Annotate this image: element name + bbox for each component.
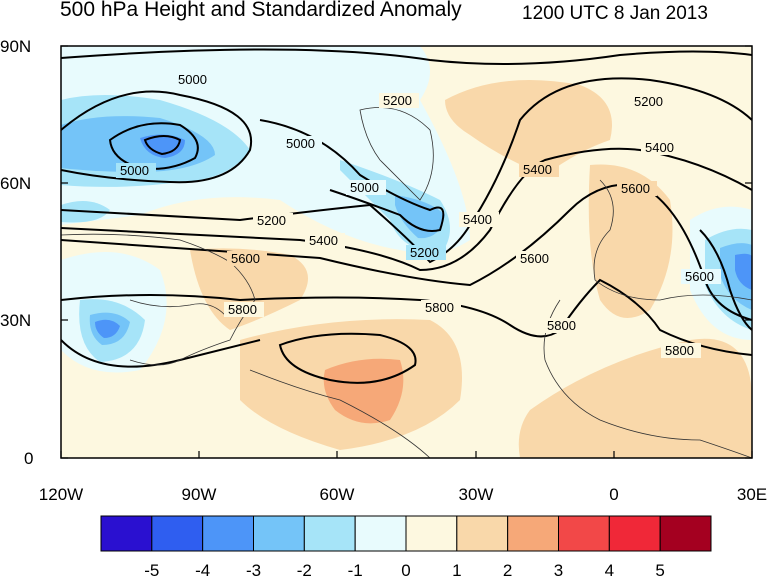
colorbar-box <box>354 515 407 552</box>
colorbar-box <box>456 515 509 552</box>
colorbar-box <box>100 515 153 552</box>
colorbar-label: -4 <box>195 561 210 577</box>
contour-label: 5600 <box>231 251 260 266</box>
contour-label: 5800 <box>547 318 576 333</box>
contour-label: 5200 <box>257 213 286 228</box>
colorbar-label: -5 <box>144 561 159 577</box>
lon-label-30e: 30E <box>737 485 767 504</box>
contour-labels: 5000 5000 5000 5000 5200 5200 5200 5200 … <box>116 72 721 358</box>
colorbar-label: -3 <box>246 561 261 577</box>
contour-5000-trough <box>259 119 445 232</box>
contour-label: 5800 <box>425 300 454 315</box>
lat-label-0: 0 <box>24 449 33 468</box>
contour-label: 5000 <box>178 72 207 87</box>
anomaly-pos2-eastcoast <box>190 248 308 330</box>
contour-5880-closed <box>278 332 417 384</box>
contour-5200 <box>61 77 752 264</box>
contour-label: 5800 <box>665 343 694 358</box>
anomaly-neg4-hudson <box>140 134 185 158</box>
colorbar-box <box>507 515 560 552</box>
colorbar-label: -1 <box>348 561 363 577</box>
coast-africa <box>543 299 752 458</box>
anomaly-pos3-core <box>323 358 404 424</box>
contour-5000-low <box>61 90 253 184</box>
contour-label: 5600 <box>520 251 549 266</box>
contour-5200-arc <box>61 48 752 65</box>
colorbar-label: 2 <box>503 561 512 577</box>
colorbar-box <box>202 515 254 552</box>
anomaly-neg4-mexico <box>95 319 120 338</box>
contour-label: 5600 <box>621 181 650 196</box>
lon-label-0: 0 <box>609 485 618 504</box>
colorbar-box <box>608 515 661 552</box>
contour-label: 5600 <box>685 269 714 284</box>
contour-5000-inner <box>108 122 199 170</box>
colorbar-box <box>659 515 712 552</box>
colorbar-label: 0 <box>401 561 410 577</box>
anomaly-neg3-labrador <box>395 195 445 239</box>
valid-time: 1200 UTC 8 Jan 2013 <box>522 3 708 24</box>
contour-4800-core <box>143 135 182 156</box>
colorbar-label: 1 <box>452 561 461 577</box>
coast-europe <box>593 179 752 301</box>
lon-label-30w: 30W <box>459 485 494 504</box>
contour-label: 5400 <box>523 162 552 177</box>
map-panel: 5000 5000 5000 5000 5200 5200 5200 5200 … <box>61 46 752 458</box>
coast-greenland <box>359 107 434 201</box>
anomaly-pos2-europe <box>588 164 673 318</box>
anomaly-neg3-hudson <box>61 116 215 172</box>
colorbar-label: 5 <box>655 561 664 577</box>
contour-label: 5200 <box>383 93 412 108</box>
colorbar: -5 -4 -3 -2 -1 0 1 2 3 4 5 <box>100 515 712 577</box>
coast-northamerica <box>61 233 256 366</box>
lon-label-120w: 120W <box>39 485 83 504</box>
contour-label: 5400 <box>463 212 492 227</box>
contour-5800-east <box>699 229 752 331</box>
lon-label-60w: 60W <box>320 485 355 504</box>
coast-southamerica <box>249 369 431 458</box>
contour-5800 <box>61 278 752 356</box>
contour-label: 5000 <box>286 136 315 151</box>
contour-label: 5400 <box>645 140 674 155</box>
coastlines <box>61 107 752 458</box>
anomaly-neg1-region <box>61 46 470 254</box>
axis-ticks <box>60 45 753 459</box>
colorbar-label: 3 <box>554 561 563 577</box>
contour-5400 <box>61 147 752 272</box>
colorbar-label: -2 <box>297 561 312 577</box>
colorbar-box <box>151 515 204 552</box>
anomaly-neg4-east <box>735 253 752 290</box>
contour-label: 5000 <box>120 163 149 178</box>
contour-label: 5000 <box>350 180 379 195</box>
colorbar-label: 4 <box>605 561 614 577</box>
map-frame <box>60 45 753 459</box>
contour-label: 5400 <box>309 233 338 248</box>
contour-label: 5200 <box>410 245 439 260</box>
anomaly-pos2-northatlantic <box>445 80 612 175</box>
colorbar-box <box>558 515 610 552</box>
contour-label: 5200 <box>634 94 663 109</box>
colorbar-box <box>405 515 458 552</box>
contour-label: 5800 <box>228 302 257 317</box>
coast-gulf <box>129 299 226 316</box>
lat-label-90n: 90N <box>0 37 31 56</box>
colorbar-box <box>303 515 356 552</box>
lon-label-90w: 90W <box>182 485 217 504</box>
lat-label-30n: 30N <box>0 311 31 330</box>
colorbar-box <box>253 515 305 552</box>
lat-label-60n: 60N <box>0 174 31 193</box>
map-title: 500 hPa Height and Standardized Anomaly <box>60 0 462 21</box>
anomaly-pos2-africa <box>518 338 752 458</box>
